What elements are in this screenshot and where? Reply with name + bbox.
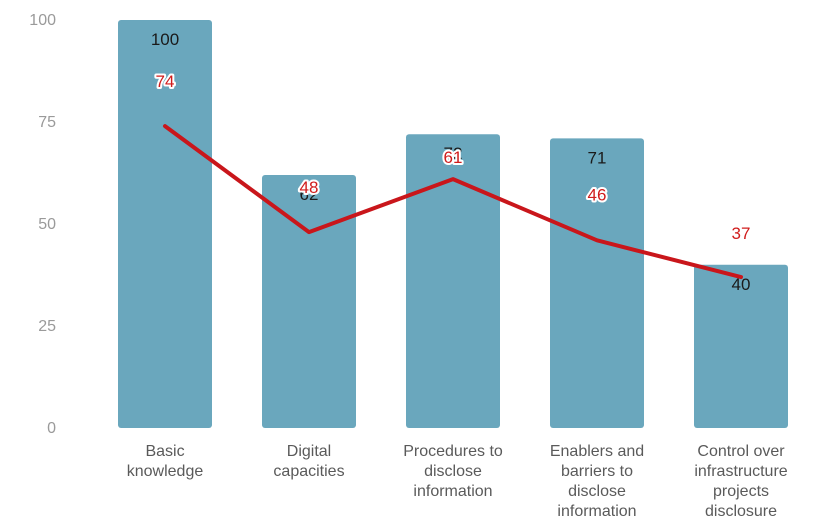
bar xyxy=(550,138,644,428)
y-tick-label: 75 xyxy=(38,114,56,131)
line-value-label: 48 xyxy=(300,178,319,197)
line-value-label: 46 xyxy=(588,185,607,204)
y-tick-label: 25 xyxy=(38,318,56,335)
bar-value-label: 71 xyxy=(588,148,607,167)
bar-value-label: 100 xyxy=(151,30,179,49)
y-tick-label: 0 xyxy=(47,420,56,437)
line-value-label: 61 xyxy=(444,148,463,167)
bar xyxy=(262,175,356,428)
bar-series xyxy=(118,20,788,428)
y-axis: 0 25 50 75 100 xyxy=(29,12,56,437)
y-tick-label: 100 xyxy=(29,12,56,29)
line-value-label: 37 xyxy=(732,224,751,243)
x-tick-label: Basic knowledge xyxy=(127,443,204,480)
x-tick-label: Enablers and barriers to disclose informati… xyxy=(550,443,644,520)
x-tick-label: Digital capacities xyxy=(273,443,344,480)
x-axis: Basic knowledge Digital capacities Procedure… xyxy=(127,443,788,520)
line-value-label: 74 xyxy=(156,72,175,91)
x-tick-label: Procedures to disclose information xyxy=(403,443,503,500)
x-tick-label: Control over infrastructure projects disclo… xyxy=(694,443,787,520)
y-tick-label: 50 xyxy=(38,216,56,233)
